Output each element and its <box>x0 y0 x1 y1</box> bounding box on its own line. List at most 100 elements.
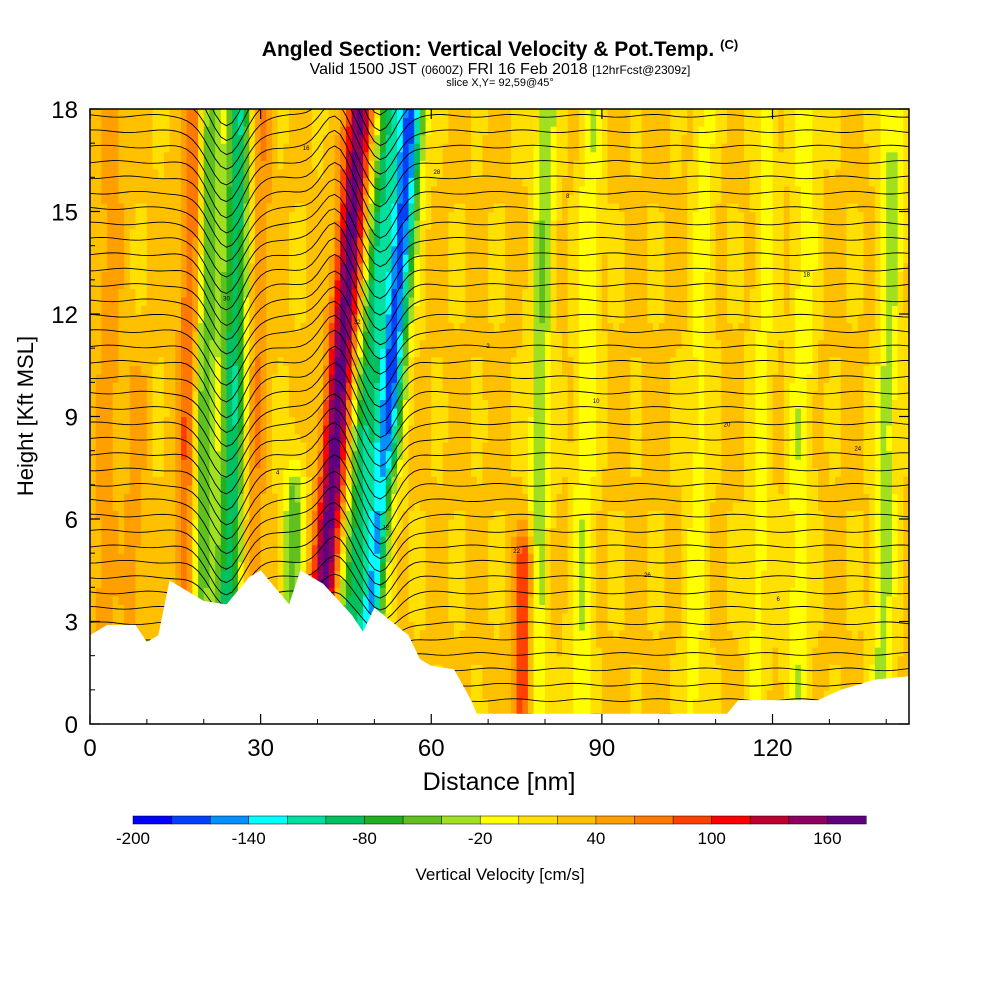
velocity-cell <box>283 382 290 392</box>
velocity-cell <box>90 561 97 571</box>
velocity-cell <box>192 279 199 289</box>
velocity-cell <box>260 279 267 289</box>
velocity-cell <box>186 527 193 537</box>
velocity-cell <box>442 185 449 196</box>
velocity-cell <box>294 237 302 247</box>
velocity-cell <box>254 331 262 341</box>
velocity-cell <box>425 612 432 623</box>
velocity-cell <box>448 117 455 127</box>
velocity-cell <box>431 202 438 213</box>
velocity-cell <box>448 561 455 571</box>
velocity-cell <box>260 510 267 520</box>
velocity-cell <box>414 279 421 289</box>
velocity-cell <box>243 570 250 580</box>
velocity-cell <box>118 570 125 580</box>
velocity-cell <box>243 373 250 383</box>
velocity-cell <box>152 373 159 383</box>
velocity-cell <box>283 134 290 144</box>
velocity-cell <box>107 194 114 204</box>
velocity-cell <box>215 433 222 443</box>
velocity-cell <box>198 279 205 289</box>
velocity-cell <box>124 151 131 161</box>
velocity-cell <box>198 450 205 460</box>
velocity-cell <box>215 194 222 204</box>
velocity-cell <box>192 536 199 546</box>
velocity-cell <box>351 254 358 264</box>
velocity-cell <box>363 168 370 178</box>
velocity-cell <box>311 365 319 375</box>
velocity-cell <box>266 459 273 469</box>
velocity-cell <box>203 382 211 392</box>
velocity-cell <box>397 109 404 119</box>
velocity-cell <box>237 322 245 332</box>
velocity-cell <box>158 220 165 230</box>
velocity-cell <box>436 442 444 452</box>
velocity-cell <box>232 510 239 520</box>
velocity-cell <box>414 177 421 187</box>
velocity-cell <box>135 177 142 187</box>
velocity-cell <box>408 365 415 375</box>
velocity-cell <box>448 612 455 623</box>
velocity-cell <box>294 185 302 196</box>
velocity-cell <box>328 220 336 230</box>
velocity-cell <box>192 331 199 341</box>
velocity-cell <box>311 288 319 298</box>
velocity-cell <box>454 322 461 332</box>
velocity-cell <box>146 109 154 119</box>
velocity-cell <box>283 151 290 161</box>
velocity-cell <box>402 109 410 119</box>
velocity-cell <box>141 561 148 571</box>
velocity-cell <box>181 493 188 503</box>
velocity-cell <box>448 194 455 204</box>
velocity-cell <box>254 211 262 221</box>
velocity-cell <box>209 493 216 503</box>
velocity-cell <box>203 553 211 563</box>
velocity-cell <box>380 493 387 503</box>
velocity-cell <box>476 117 484 127</box>
velocity-cell <box>317 570 324 580</box>
velocity-cell <box>471 595 478 606</box>
velocity-cell <box>300 416 307 426</box>
velocity-cell <box>215 339 222 349</box>
velocity-cell <box>146 595 154 606</box>
velocity-cell <box>380 433 387 443</box>
velocity-cell <box>260 459 267 469</box>
velocity-cell <box>425 245 432 255</box>
velocity-cell <box>317 126 324 136</box>
velocity-cell <box>289 220 296 230</box>
velocity-cell <box>408 587 415 597</box>
velocity-cell <box>198 476 205 486</box>
velocity-cell <box>482 595 489 606</box>
velocity-cell <box>351 134 358 144</box>
velocity-cell <box>368 194 375 204</box>
velocity-cell <box>419 305 427 315</box>
velocity-cell <box>118 578 125 588</box>
velocity-cell <box>317 117 324 127</box>
velocity-cell <box>419 390 427 401</box>
velocity-cell <box>272 356 279 366</box>
velocity-cell <box>414 305 421 315</box>
velocity-cell <box>163 365 171 375</box>
velocity-cell <box>419 331 427 341</box>
velocity-cell <box>107 134 114 144</box>
velocity-cell <box>220 202 228 213</box>
velocity-cell <box>283 433 290 443</box>
velocity-cell <box>419 373 427 383</box>
velocity-cell <box>345 262 353 272</box>
velocity-cell <box>482 647 489 657</box>
velocity-cell <box>425 467 432 477</box>
velocity-cell <box>277 211 284 221</box>
velocity-cell <box>465 442 472 452</box>
velocity-cell <box>425 382 432 392</box>
velocity-cell <box>306 194 313 204</box>
velocity-cell <box>408 604 415 614</box>
velocity-cell <box>95 305 102 315</box>
velocity-cell <box>363 510 370 520</box>
velocity-cell <box>374 220 381 230</box>
velocity-cell <box>118 612 125 623</box>
velocity-cell <box>448 476 455 486</box>
velocity-cell <box>249 382 256 392</box>
velocity-cell <box>277 390 284 401</box>
velocity-cell <box>146 442 154 452</box>
velocity-cell <box>243 553 250 563</box>
